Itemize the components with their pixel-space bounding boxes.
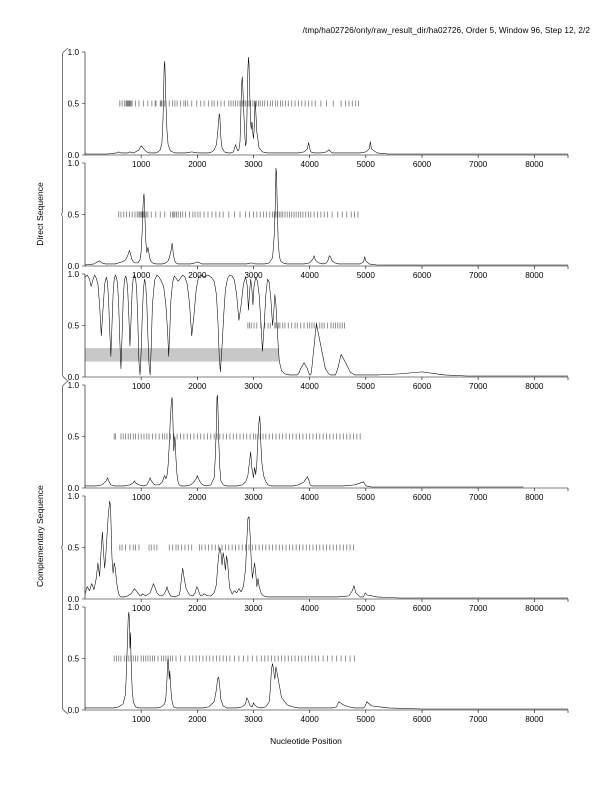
x-tick-label: 4000 [301,715,320,724]
panel-axes [82,495,569,602]
x-tick-label: 1000 [132,382,151,391]
panel-axes [82,51,569,158]
x-tick-label: 6000 [413,382,432,391]
x-tick-label: 6000 [413,271,432,280]
x-tick-label: 7000 [469,382,488,391]
x-tick-label: 6000 [413,715,432,724]
x-tick-label: 3000 [244,715,263,724]
data-trace [84,500,569,599]
rug-marks [113,655,356,662]
x-tick-label: 1000 [132,271,151,280]
x-tick-label: 3000 [244,382,263,391]
x-tick-label: 3000 [244,271,263,280]
y-tick-label: 1.0 [68,381,80,390]
y-tick-label: 0.0 [68,595,80,604]
y-tick-label: 0.0 [68,373,80,382]
y-tick-label: 0.5 [68,655,80,664]
x-tick-label: 1000 [132,715,151,724]
panel-4: 0.0 0.5 1.0 1000 2000 3000 4000 5000 6000 7000 800… [68,381,569,502]
x-tick-label: 7000 [469,604,488,613]
x-tick-label: 4000 [301,604,320,613]
x-tick-label: 2000 [188,604,207,613]
x-tick-label: 1000 [132,493,151,502]
x-tick-label: 3000 [244,604,263,613]
y-tick-label: 0.5 [68,433,80,442]
highlight-band [85,348,279,362]
rug-marks [118,211,359,218]
figure-title: /tmp/ha02726/only/raw_result_dir/ha02726… [302,26,590,35]
x-tick-label: 5000 [357,604,376,613]
x-tick-label: 4000 [301,160,320,169]
y-tick-label: 1.0 [68,48,80,57]
rug-marks [119,100,359,107]
y-tick-label: 1.0 [68,603,80,612]
rug-marks [247,322,345,329]
y-tick-label: 0.5 [68,544,80,553]
panel-axes [82,162,569,269]
y-tick-label: 0.5 [68,322,80,331]
x-tick-label: 7000 [469,271,488,280]
panel-axes [82,606,569,713]
x-tick-label: 4000 [301,271,320,280]
x-tick-label: 4000 [301,493,320,502]
panel-axes [82,384,569,491]
panel-1: 0.0 0.5 1.0 1000 2000 3000 4000 5000 6000 7000 800… [68,48,569,169]
rug-marks [113,433,361,440]
x-tick-label: 2000 [188,493,207,502]
x-tick-label: 7000 [469,493,488,502]
data-trace [84,611,569,710]
x-tick-label: 1000 [132,604,151,613]
panel-axes [82,273,569,380]
x-tick-label: 6000 [413,493,432,502]
y-tick-label: 1.0 [68,159,80,168]
x-tick-label: 5000 [357,715,376,724]
x-tick-label: 8000 [525,715,544,724]
x-axis-label: Nucleotide Position [270,736,342,746]
x-tick-label: 2000 [188,271,207,280]
x-tick-label: 5000 [357,271,376,280]
y-tick-label: 0.0 [68,484,80,493]
x-tick-label: 5000 [357,493,376,502]
group-label-complementary-sequence: Complementary Sequence [35,484,45,587]
x-tick-label: 8000 [525,493,544,502]
x-tick-label: 4000 [301,382,320,391]
x-tick-label: 7000 [469,160,488,169]
data-trace [84,167,569,266]
y-tick-label: 1.0 [68,492,80,501]
data-trace [84,274,569,377]
data-trace [84,395,524,488]
x-tick-label: 6000 [413,160,432,169]
y-tick-label: 0.5 [68,100,80,109]
x-tick-label: 8000 [525,160,544,169]
panel-6: 0.0 0.5 1.0 1000 2000 3000 4000 5000 6000 7000 800… [68,603,569,724]
x-tick-label: 5000 [357,382,376,391]
x-tick-label: 3000 [244,160,263,169]
x-tick-label: 2000 [188,715,207,724]
y-tick-label: 0.0 [68,706,80,715]
x-tick-label: 3000 [244,493,263,502]
group-brace-complementary [60,380,69,715]
x-tick-label: 8000 [525,271,544,280]
y-tick-label: 0.0 [68,151,80,160]
x-tick-label: 5000 [357,160,376,169]
x-tick-label: 8000 [525,382,544,391]
x-tick-label: 1000 [132,160,151,169]
rug-marks [119,544,354,551]
group-label-direct-sequence: Direct Sequence [35,181,45,246]
x-tick-label: 8000 [525,604,544,613]
data-trace [84,56,569,155]
y-tick-label: 1.0 [68,270,80,279]
panel-5: 0.0 0.5 1.0 1000 2000 3000 4000 5000 6000 7000 800… [68,492,569,613]
x-tick-label: 2000 [188,160,207,169]
y-tick-label: 0.0 [68,262,80,271]
group-brace-direct [60,47,69,382]
x-tick-label: 2000 [188,382,207,391]
x-tick-label: 7000 [469,715,488,724]
panel-3: 0.0 0.5 1.0 1000 2000 3000 4000 5000 6000 7000 800… [68,270,569,391]
x-tick-label: 6000 [413,604,432,613]
y-tick-label: 0.5 [68,211,80,220]
panel-2: 0.0 0.5 1.0 1000 2000 3000 4000 5000 6000 7000 800… [68,159,569,280]
